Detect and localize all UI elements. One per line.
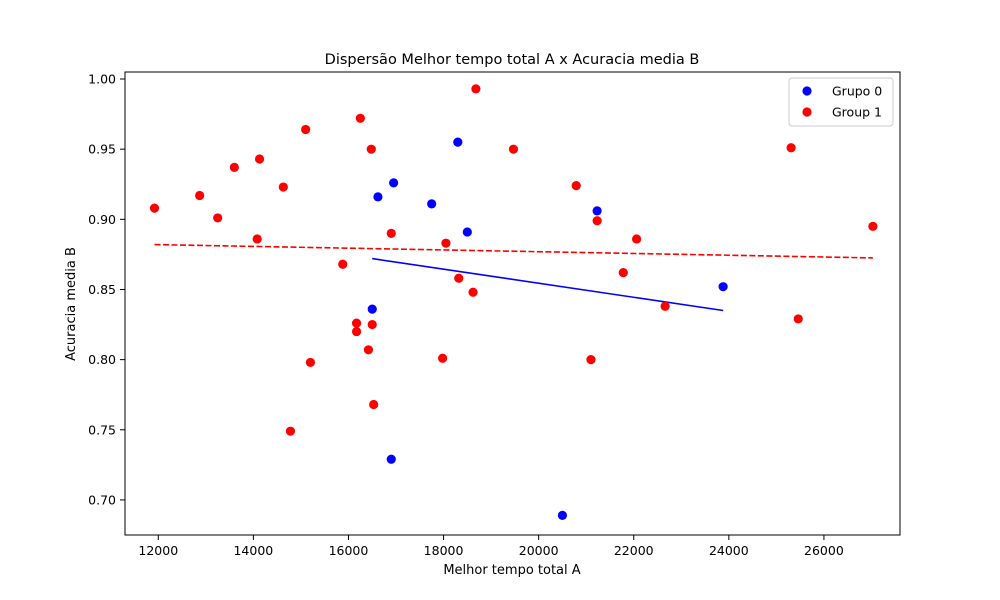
y-axis-label: Acuracia media B [64,247,79,361]
x-tick-label: 20000 [519,543,559,558]
point-series1-31 [786,143,796,153]
point-series1-30 [660,301,670,311]
point-series1-27 [592,216,602,226]
x-tick-label: 24000 [709,543,749,558]
point-series1-11 [351,318,362,328]
point-series1-6 [278,182,288,192]
x-tick-label: 22000 [614,543,654,558]
point-series1-16 [367,319,377,330]
point-series0-0 [367,304,377,314]
point-series0-6 [592,206,602,216]
x-tick-label: 26000 [804,543,844,558]
point-series1-0 [149,203,160,213]
point-series1-3 [229,162,239,173]
x-tick-label: 16000 [329,543,369,558]
x-axis-ticks: 12000 14000 16000 18000 20000 22000 24000 26000 [138,535,844,558]
y-tick-label: 0.75 [88,422,116,437]
point-series0-2 [389,178,399,188]
point-series1-32 [793,314,803,324]
point-series1-24 [508,144,519,154]
point-series0-4 [453,137,463,147]
point-series1-22 [468,287,478,297]
trend-line-0 [372,257,724,312]
legend: Grupo 0 Group 1 [788,77,894,127]
point-series1-19 [438,353,448,363]
point-series0-1 [373,192,383,202]
y-tick-label: 1.00 [88,72,116,87]
x-tick-label: 18000 [424,543,464,558]
point-series1-5 [254,154,265,164]
point-series1-12 [351,326,362,337]
point-series1-8 [285,426,296,436]
point-series0-5 [462,227,472,237]
point-series1-7 [301,124,311,135]
legend-box [788,77,894,127]
point-series1-2 [213,213,223,223]
point-series1-28 [618,268,628,278]
point-series1-21 [454,273,464,283]
y-tick-label: 0.70 [88,492,116,507]
point-series0-3 [427,199,437,209]
trend-line-1 [154,243,873,259]
y-axis-ticks: 0.70 0.75 0.80 0.85 0.90 0.95 1.00 [88,72,125,507]
point-series1-25 [571,181,581,191]
point-series1-17 [369,399,379,410]
point-series0-7 [718,282,728,292]
point-series1-9 [305,357,316,368]
axes-frame [124,71,901,536]
point-series1-10 [338,259,348,269]
point-series1-29 [631,234,642,244]
legend-marker-1 [802,107,812,117]
point-series1-26 [586,355,596,365]
y-tick-label: 0.95 [88,142,116,157]
x-axis-label: Melhor tempo total A [443,563,580,578]
point-series1-13 [355,113,365,123]
legend-label-0: Grupo 0 [832,84,882,99]
x-tick-label: 12000 [138,543,178,558]
point-series1-23 [471,84,481,94]
point-series1-15 [366,144,376,154]
point-series1-18 [386,228,396,238]
chart-title: Dispersão Melhor tempo total A x Acuraci… [325,52,700,68]
legend-label-1: Group 1 [832,105,882,120]
point-series0-9 [557,510,568,520]
plot-area [124,71,901,536]
y-tick-label: 0.90 [88,212,116,227]
point-series1-4 [252,234,262,244]
y-tick-label: 0.85 [88,282,116,297]
point-series1-14 [363,345,374,355]
point-series1-33 [868,221,878,231]
x-tick-label: 14000 [233,543,273,558]
legend-marker-0 [802,86,812,96]
y-tick-label: 0.80 [88,352,116,367]
point-series1-20 [441,238,451,248]
point-series0-8 [386,454,396,464]
point-series1-1 [195,190,205,201]
